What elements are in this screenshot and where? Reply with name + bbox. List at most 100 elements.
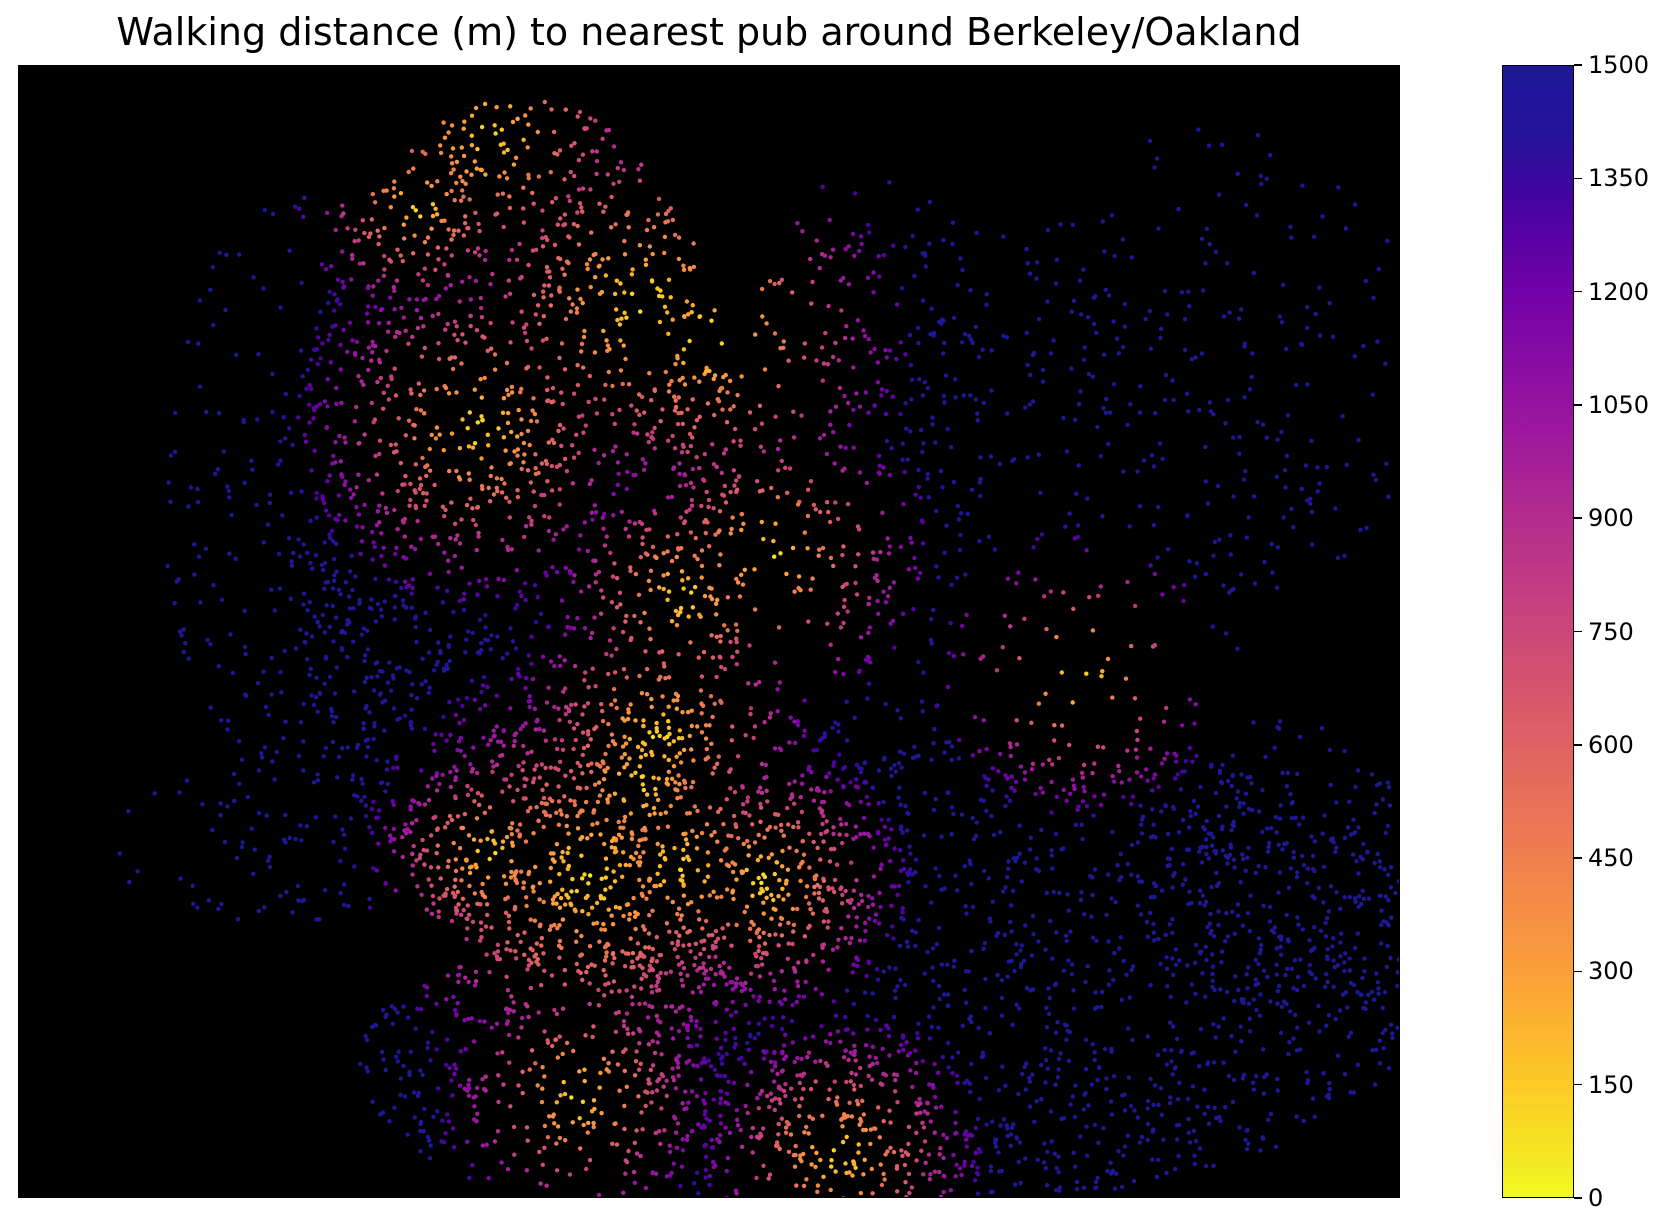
street-node	[543, 235, 548, 240]
street-node	[1221, 1060, 1226, 1065]
street-node	[375, 674, 380, 679]
street-node	[545, 479, 550, 484]
street-node	[772, 1064, 778, 1069]
street-node	[361, 726, 366, 732]
street-node	[470, 919, 476, 925]
street-node	[436, 914, 441, 920]
street-node	[866, 681, 872, 686]
street-node	[650, 908, 655, 913]
street-node	[988, 1164, 994, 1169]
street-node	[440, 600, 446, 605]
street-node	[758, 801, 763, 807]
street-node	[779, 1001, 784, 1007]
street-node	[474, 865, 479, 870]
street-node	[468, 297, 473, 302]
street-node	[563, 632, 568, 637]
street-node	[388, 205, 393, 210]
street-node	[929, 757, 934, 762]
street-node	[832, 877, 838, 883]
street-node	[853, 1165, 858, 1171]
street-node	[563, 686, 568, 691]
street-node	[305, 608, 310, 613]
street-node	[437, 781, 442, 787]
street-node	[786, 1149, 792, 1155]
street-node	[877, 890, 882, 896]
street-node	[376, 321, 382, 326]
street-node	[1210, 971, 1215, 977]
street-node	[928, 637, 934, 643]
street-node	[358, 1061, 363, 1067]
street-node	[676, 736, 682, 741]
street-node	[603, 943, 609, 949]
street-node	[447, 700, 452, 705]
street-node	[165, 563, 170, 569]
street-node	[1278, 944, 1283, 950]
street-node	[621, 825, 626, 830]
street-node	[1001, 889, 1006, 894]
street-node	[440, 772, 445, 778]
street-node	[609, 600, 615, 605]
street-node	[531, 396, 536, 401]
street-node	[456, 228, 461, 233]
street-node	[1009, 903, 1014, 908]
street-node	[717, 528, 722, 533]
street-node	[369, 358, 374, 363]
street-node	[806, 1050, 812, 1055]
street-node	[638, 950, 643, 956]
street-node	[580, 730, 586, 735]
street-node	[500, 656, 505, 661]
street-node	[378, 780, 384, 786]
street-node	[557, 955, 562, 960]
street-node	[680, 710, 685, 715]
street-node	[466, 1093, 472, 1098]
street-node	[646, 439, 651, 445]
street-node	[701, 946, 707, 952]
street-node	[883, 842, 889, 847]
street-node	[588, 284, 593, 290]
street-node	[523, 839, 529, 844]
street-node	[713, 954, 718, 959]
street-node	[242, 644, 248, 650]
street-node	[458, 174, 463, 179]
street-node	[783, 881, 789, 886]
street-node	[255, 417, 260, 422]
street-node	[509, 429, 514, 435]
street-node	[641, 850, 646, 855]
street-node	[290, 442, 295, 448]
street-node	[525, 145, 530, 150]
street-node	[381, 188, 386, 193]
street-node	[669, 776, 675, 781]
street-node	[824, 819, 829, 824]
street-node	[377, 520, 382, 525]
street-node	[484, 1142, 489, 1147]
street-node	[769, 1023, 775, 1029]
street-node	[690, 990, 695, 995]
street-node	[410, 863, 415, 868]
street-node	[411, 166, 416, 171]
street-node	[650, 1039, 655, 1044]
street-node	[495, 942, 500, 948]
street-node	[756, 832, 761, 838]
street-node	[1238, 1024, 1243, 1029]
street-node	[1104, 1076, 1109, 1081]
street-node	[314, 515, 319, 520]
street-node	[903, 244, 908, 250]
street-node	[310, 566, 315, 571]
street-node	[718, 639, 723, 644]
street-node	[745, 1110, 750, 1116]
street-node	[1291, 855, 1297, 860]
street-node	[415, 884, 420, 889]
street-node	[982, 868, 987, 874]
street-node	[557, 422, 563, 428]
street-node	[566, 845, 571, 851]
street-node	[1180, 817, 1186, 823]
street-node	[415, 1006, 420, 1011]
street-node	[621, 167, 627, 173]
street-node	[664, 1174, 670, 1179]
street-node	[971, 1159, 976, 1164]
street-node	[1170, 956, 1175, 961]
street-node	[584, 262, 590, 267]
street-node	[528, 418, 534, 424]
street-node	[665, 895, 670, 900]
street-node	[436, 341, 441, 346]
